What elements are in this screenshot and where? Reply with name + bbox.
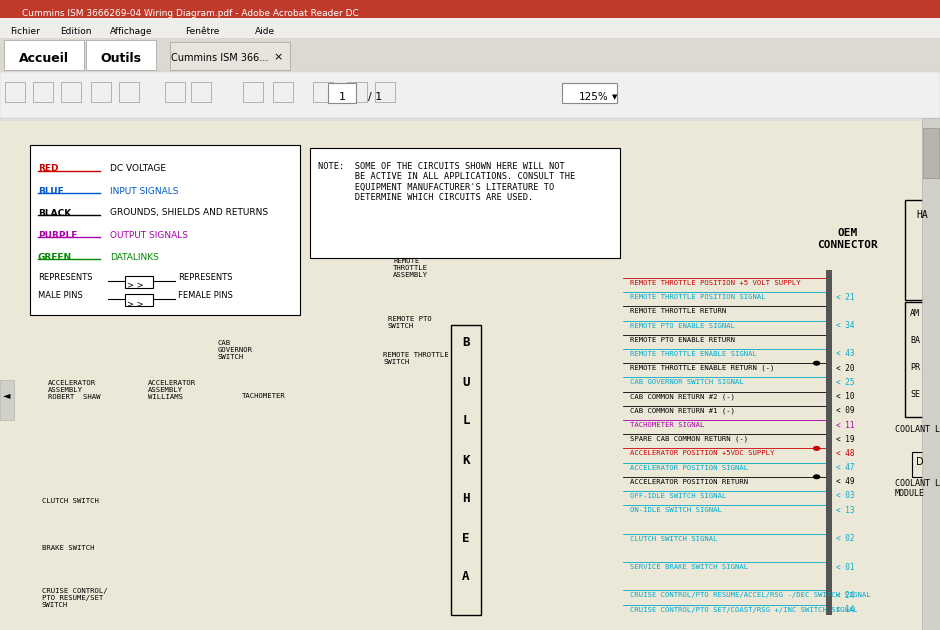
Text: REPRESENTS: REPRESENTS (38, 273, 92, 282)
Text: Outils: Outils (101, 52, 142, 64)
Text: > >: > > (127, 299, 144, 309)
Text: Fenêtre: Fenêtre (185, 26, 219, 35)
Text: NOTE:  SOME OF THE CIRCUITS SHOWN HERE WILL NOT
       BE ACTIVE IN ALL APPLICAT: NOTE: SOME OF THE CIRCUITS SHOWN HERE WI… (318, 162, 575, 202)
Text: OFF-IDLE SWITCH SIGNAL: OFF-IDLE SWITCH SIGNAL (630, 493, 727, 499)
Text: CRUISE CONTROL/PTO RESUME/ACCEL/RSG -/DEC SWITCH SIGNAL: CRUISE CONTROL/PTO RESUME/ACCEL/RSG -/DE… (630, 592, 870, 598)
Text: REMOTE PTO
SWITCH: REMOTE PTO SWITCH (388, 316, 431, 329)
Text: < 24: < 24 (836, 591, 854, 600)
Text: < 02: < 02 (836, 534, 854, 543)
Text: REMOTE THROTTLE ENABLE RETURN (-): REMOTE THROTTLE ENABLE RETURN (-) (630, 365, 775, 372)
Text: BA: BA (910, 336, 920, 345)
Text: A: A (462, 571, 470, 583)
Text: < 49: < 49 (836, 478, 854, 486)
Text: 125%: 125% (579, 92, 609, 102)
Text: SE: SE (910, 390, 920, 399)
Text: COOLANT L
MODULE: COOLANT L MODULE (895, 479, 940, 498)
Text: < 25: < 25 (836, 378, 854, 387)
Text: CRUISE CONTROL/
PTO RESUME/SET
SWITCH: CRUISE CONTROL/ PTO RESUME/SET SWITCH (42, 588, 107, 608)
Text: ACCELERATOR POSITION +5VDC SUPPLY: ACCELERATOR POSITION +5VDC SUPPLY (630, 450, 775, 456)
Text: REMOTE THROTTLE
SWITCH: REMOTE THROTTLE SWITCH (383, 352, 448, 365)
Text: < 09: < 09 (836, 406, 854, 415)
Text: CAB COMMON RETURN #1 (-): CAB COMMON RETURN #1 (-) (630, 408, 735, 414)
Text: ACCELERATOR
ASSEMBLY
ROBERT  SHAW: ACCELERATOR ASSEMBLY ROBERT SHAW (48, 380, 101, 400)
Text: SPARE CAB COMMON RETURN (-): SPARE CAB COMMON RETURN (-) (630, 436, 748, 442)
Text: ACCELERATOR
ASSEMBLY
WILLIAMS: ACCELERATOR ASSEMBLY WILLIAMS (148, 380, 196, 400)
Text: REMOTE PTO ENABLE RETURN: REMOTE PTO ENABLE RETURN (630, 337, 735, 343)
Text: RED: RED (38, 164, 58, 173)
Text: FEMALE PINS: FEMALE PINS (178, 291, 233, 300)
Text: COOLANT L: COOLANT L (895, 425, 940, 434)
Text: BLACK: BLACK (38, 209, 71, 217)
Text: CAB GOVERNOR SWITCH SIGNAL: CAB GOVERNOR SWITCH SIGNAL (630, 379, 744, 386)
Text: / 1: / 1 (368, 92, 383, 102)
Text: < 43: < 43 (836, 350, 854, 358)
Text: < 13: < 13 (836, 506, 854, 515)
Text: < 01: < 01 (836, 563, 854, 571)
Text: CLUTCH SWITCH SIGNAL: CLUTCH SWITCH SIGNAL (630, 536, 717, 542)
Text: REMOTE THROTTLE POSITION SIGNAL: REMOTE THROTTLE POSITION SIGNAL (630, 294, 765, 301)
Text: OEM
CONNECTOR: OEM CONNECTOR (818, 228, 878, 249)
Text: < 21: < 21 (836, 293, 854, 302)
Text: AM: AM (910, 309, 920, 318)
Text: SERVICE BRAKE SWITCH SIGNAL: SERVICE BRAKE SWITCH SIGNAL (630, 564, 748, 570)
Text: < 03: < 03 (836, 491, 854, 500)
Text: BLUE: BLUE (38, 186, 64, 195)
Text: < 48: < 48 (836, 449, 854, 458)
Text: D: D (916, 457, 924, 467)
Text: REMOTE THROTTLE RETURN: REMOTE THROTTLE RETURN (630, 309, 727, 314)
Text: INPUT SIGNALS: INPUT SIGNALS (110, 186, 179, 195)
Text: Accueil: Accueil (19, 52, 69, 64)
Text: REMOTE THROTTLE ENABLE SIGNAL: REMOTE THROTTLE ENABLE SIGNAL (630, 351, 757, 357)
Text: TACHOMETER SIGNAL: TACHOMETER SIGNAL (630, 422, 704, 428)
Text: > >: > > (127, 282, 144, 290)
Text: PURPLE: PURPLE (38, 231, 77, 239)
Text: U: U (462, 375, 470, 389)
Text: Affichage: Affichage (110, 26, 152, 35)
Text: GREEN: GREEN (38, 253, 72, 261)
Text: OUTPUT SIGNALS: OUTPUT SIGNALS (110, 231, 188, 239)
Text: CRUISE CONTROL/PTO SET/COAST/RSG +/INC SWITCH SIGNAL: CRUISE CONTROL/PTO SET/COAST/RSG +/INC S… (630, 607, 857, 612)
Text: H: H (462, 493, 470, 505)
Text: E: E (462, 532, 470, 544)
Text: < 19: < 19 (836, 435, 854, 444)
Text: K: K (462, 454, 470, 466)
Text: Aide: Aide (255, 26, 275, 35)
Text: BRAKE SWITCH: BRAKE SWITCH (42, 545, 95, 551)
Text: L: L (462, 415, 470, 428)
Text: CAB
GOVERNOR
SWITCH: CAB GOVERNOR SWITCH (218, 340, 253, 360)
Text: PR: PR (910, 363, 920, 372)
Text: REMOTE THROTTLE POSITION +5 VOLT SUPPLY: REMOTE THROTTLE POSITION +5 VOLT SUPPLY (630, 280, 801, 286)
Text: CLUTCH SWITCH: CLUTCH SWITCH (42, 498, 99, 504)
Text: Cummins ISM 3666269-04 Wiring Diagram.pdf - Adobe Acrobat Reader DC: Cummins ISM 3666269-04 Wiring Diagram.pd… (22, 8, 359, 18)
Text: Cummins ISM 366...: Cummins ISM 366... (171, 53, 269, 63)
Text: DATALINKS: DATALINKS (110, 253, 159, 261)
Text: < 20: < 20 (836, 364, 854, 373)
Text: < 11: < 11 (836, 420, 854, 430)
Text: HA: HA (916, 210, 928, 220)
Text: DC VOLTAGE: DC VOLTAGE (110, 164, 166, 173)
Text: < 34: < 34 (836, 321, 854, 330)
Text: Edition: Edition (60, 26, 91, 35)
Text: < 47: < 47 (836, 463, 854, 472)
Text: 1: 1 (338, 92, 346, 102)
Text: ACCELERATOR POSITION SIGNAL: ACCELERATOR POSITION SIGNAL (630, 464, 748, 471)
Text: MALE PINS: MALE PINS (38, 291, 83, 300)
Text: CAB COMMON RETURN #2 (-): CAB COMMON RETURN #2 (-) (630, 393, 735, 400)
Text: ×: × (274, 52, 283, 62)
Text: ON-IDLE SWITCH SIGNAL: ON-IDLE SWITCH SIGNAL (630, 507, 722, 513)
Text: REPRESENTS: REPRESENTS (178, 273, 232, 282)
Text: B: B (462, 336, 470, 350)
Text: TACHOMETER: TACHOMETER (242, 393, 286, 399)
Text: ◄: ◄ (3, 390, 10, 400)
Text: REMOTE
THROTTLE
ASSEMBLY: REMOTE THROTTLE ASSEMBLY (393, 258, 428, 278)
Text: REMOTE PTO ENABLE SIGNAL: REMOTE PTO ENABLE SIGNAL (630, 323, 735, 329)
Text: Fichier: Fichier (10, 26, 39, 35)
Text: < 10: < 10 (836, 392, 854, 401)
Text: < 14: < 14 (836, 605, 854, 614)
Text: ▼: ▼ (612, 94, 618, 100)
Text: ACCELERATOR POSITION RETURN: ACCELERATOR POSITION RETURN (630, 479, 748, 485)
Text: GROUNDS, SHIELDS AND RETURNS: GROUNDS, SHIELDS AND RETURNS (110, 209, 268, 217)
